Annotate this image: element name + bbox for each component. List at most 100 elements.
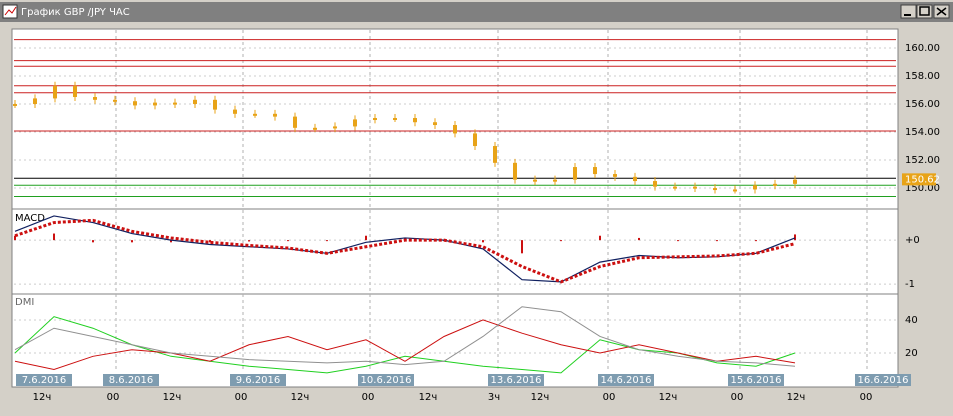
time-label: 00	[731, 392, 744, 403]
candle	[633, 176, 637, 182]
candle	[133, 101, 137, 106]
date-bg	[103, 374, 159, 386]
date-label: 14.6.2016	[601, 375, 652, 386]
macd-hist	[53, 233, 55, 241]
macd-hist	[599, 235, 601, 241]
date-bg	[488, 374, 544, 386]
candle	[113, 99, 117, 102]
time-label: 12ч	[163, 392, 182, 403]
macd-hist	[677, 240, 679, 242]
window-title: График GBP /JPY ЧАС	[21, 7, 130, 18]
candle	[533, 179, 537, 182]
time-label: 3ч	[488, 392, 500, 403]
time-label: 00	[235, 392, 248, 403]
time-label: 00	[860, 392, 873, 403]
candle	[373, 118, 377, 121]
date-label: 7.6.2016	[22, 375, 67, 386]
time-label: 12ч	[291, 392, 310, 403]
candle	[353, 119, 357, 127]
candle	[413, 118, 417, 123]
candle	[53, 85, 57, 99]
time-label: 12ч	[531, 392, 550, 403]
candle	[593, 167, 597, 175]
panel-label: MACD	[15, 213, 45, 224]
macd-hist	[716, 240, 718, 242]
dmi-line	[14, 319, 796, 371]
macd-hist	[209, 240, 211, 243]
macd-hist	[170, 240, 172, 243]
y-tick-label: 156.00	[905, 99, 940, 110]
candle	[13, 104, 17, 107]
candle	[793, 179, 797, 184]
title-bar	[0, 2, 953, 22]
macd-hist	[248, 240, 250, 242]
candle	[173, 102, 177, 105]
candle	[273, 113, 277, 117]
min-button[interactable]	[900, 4, 917, 19]
dmi-line	[14, 316, 796, 374]
macd-hist	[755, 240, 757, 242]
current-price-bg	[902, 173, 936, 186]
candle	[253, 113, 257, 116]
panel-label: DMI	[15, 297, 34, 308]
date-label: 13.6.2016	[491, 375, 542, 386]
macd-line	[14, 215, 796, 283]
date-label: 10.6.2016	[361, 375, 412, 386]
y-tick-label: 158.00	[905, 71, 940, 82]
date-label: 9.6.2016	[236, 375, 281, 386]
candle	[613, 174, 617, 177]
time-label: 00	[603, 392, 616, 403]
candle	[673, 186, 677, 189]
macd-hist	[92, 240, 94, 243]
date-label: 8.6.2016	[109, 375, 154, 386]
y-tick-label: 154.00	[905, 127, 940, 138]
time-label: 00	[362, 392, 375, 403]
macd-hist	[521, 240, 523, 254]
candle	[473, 133, 477, 147]
candle	[553, 179, 557, 182]
candle	[433, 122, 437, 126]
candle	[453, 125, 457, 134]
y-tick-label: 40	[905, 315, 918, 326]
macd-hist	[365, 235, 367, 241]
time-label: 00	[107, 392, 120, 403]
y-tick-label: 152.00	[905, 155, 940, 166]
candle	[713, 188, 717, 191]
macd-hist	[131, 240, 133, 243]
time-label: 12ч	[787, 392, 806, 403]
close-button[interactable]	[933, 4, 950, 19]
max-button[interactable]	[916, 4, 933, 19]
candle	[513, 162, 517, 180]
time-label: 12ч	[659, 392, 678, 403]
time-label: 12ч	[33, 392, 52, 403]
candle	[293, 116, 297, 128]
dmi-line	[14, 306, 796, 367]
date-bg	[855, 374, 911, 386]
date-bg	[230, 374, 286, 386]
candle	[393, 118, 397, 121]
time-label: 12ч	[419, 392, 438, 403]
date-bg	[728, 374, 784, 386]
macd-line	[14, 218, 796, 284]
macd-hist	[14, 235, 16, 241]
macd-hist	[287, 240, 289, 242]
candle	[693, 186, 697, 189]
candle	[193, 99, 197, 105]
date-label: 15.6.2016	[731, 375, 782, 386]
macd-hist	[326, 240, 328, 242]
candle	[653, 181, 657, 187]
candle	[333, 126, 337, 129]
candle	[33, 98, 37, 105]
candle	[493, 146, 497, 163]
candle	[233, 109, 237, 114]
candle	[573, 167, 577, 180]
current-price: 150.62	[905, 174, 940, 185]
y-tick-label: 160.00	[905, 43, 940, 54]
y-tick-label: +0	[905, 235, 920, 246]
app-icon-line	[4, 6, 17, 16]
chart-area	[11, 28, 899, 388]
date-bg	[598, 374, 654, 386]
macd-hist	[638, 237, 640, 241]
y-tick-label: 20	[905, 348, 918, 359]
